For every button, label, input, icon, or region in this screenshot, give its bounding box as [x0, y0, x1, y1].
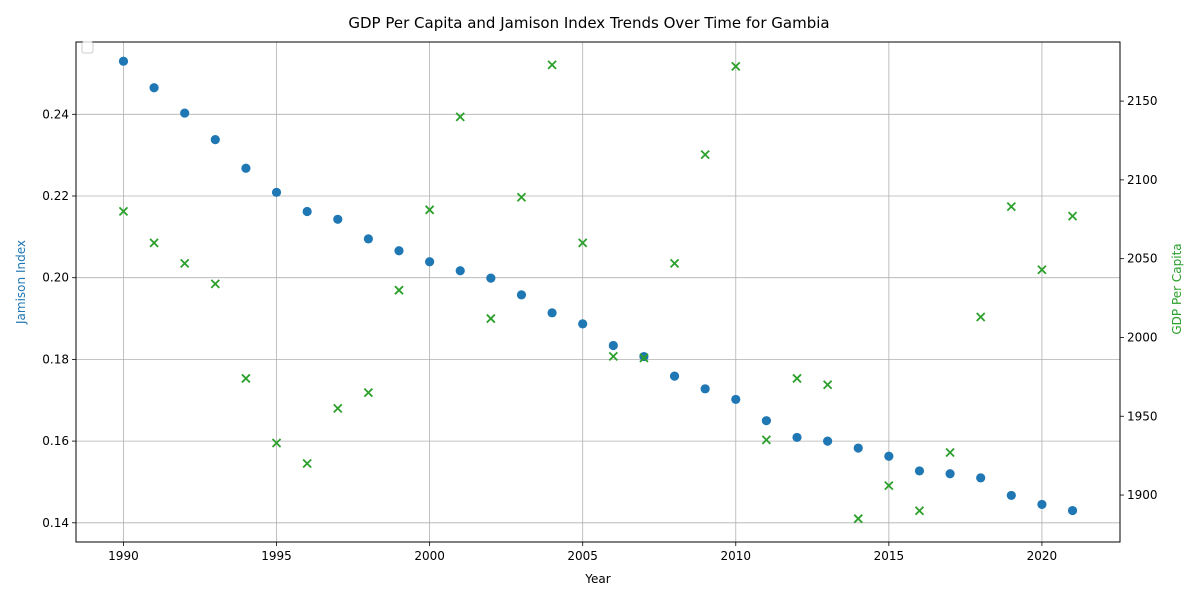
- gdp-per-capita-point: [1006, 202, 1016, 212]
- gdp-per-capita-point: [516, 192, 527, 202]
- jamison-index-point: [976, 473, 986, 483]
- left-y-tick-label: 0.16: [42, 434, 69, 448]
- gdp-per-capita-point: [1037, 265, 1047, 275]
- jamison-index-point: [1006, 490, 1016, 501]
- gdp-per-capita-point: [271, 438, 282, 448]
- gdp-per-capita-point: [394, 285, 404, 295]
- gdp-per-capita-point: [210, 279, 220, 289]
- gdp-per-capita-point: [302, 458, 312, 469]
- gdp-per-capita-point: [669, 258, 680, 269]
- jamison-index-point: [761, 416, 771, 426]
- jamison-index-point: [180, 108, 190, 118]
- left-y-tick-label: 0.18: [42, 352, 69, 366]
- jamison-index-point: [333, 214, 343, 224]
- jamison-index-point: [1067, 505, 1078, 516]
- gdp-per-capita-point: [822, 380, 833, 390]
- gdp-per-capita-point: [792, 373, 802, 384]
- jamison-index-point: [639, 351, 649, 362]
- jamison-index-point: [486, 273, 496, 283]
- x-axis-title: Year: [584, 572, 610, 586]
- x-tick-label: 2005: [567, 549, 598, 563]
- gdp-per-capita-point: [761, 435, 772, 445]
- grid-layer: [76, 42, 1120, 542]
- jamison-index-point: [700, 384, 710, 394]
- right-axis-title: GDP Per Capita: [1170, 243, 1184, 334]
- jamison-index-point: [731, 394, 741, 405]
- gdp-per-capita-point: [884, 480, 894, 491]
- gdp-per-capita-point: [578, 238, 588, 248]
- left-axis-title: Jamison Index: [14, 240, 28, 325]
- gdp-per-capita-point: [486, 313, 496, 324]
- right-y-tick-label: 2100: [1127, 173, 1158, 187]
- data-layer: [118, 56, 1078, 524]
- jamison-index-point: [302, 206, 312, 217]
- jamison-index-point: [792, 432, 802, 443]
- right-y-tick-label: 2050: [1127, 252, 1158, 266]
- gdp-per-capita-point: [455, 112, 465, 122]
- gdp-per-capita-point: [853, 514, 863, 524]
- gdp-per-capita-point: [731, 61, 741, 72]
- right-y-tick-label: 2000: [1127, 330, 1158, 344]
- axis-layer: 1990 1995 2000 2005 2010 2015 2020 0.14 0.16 0.18…: [42, 94, 1157, 563]
- gdp-per-capita-point: [700, 150, 710, 160]
- chart-title: GDP Per Capita and Jamison Index Trends …: [348, 14, 829, 32]
- left-y-tick-label: 0.20: [42, 271, 69, 285]
- jamison-index-point: [945, 469, 955, 479]
- gdp-per-capita-point: [424, 205, 435, 215]
- jamison-index-point: [578, 319, 588, 329]
- gdp-per-capita-point: [639, 353, 649, 363]
- x-tick-label: 2020: [1027, 549, 1058, 563]
- x-tick-label: 1995: [261, 549, 292, 563]
- gdp-per-capita-point: [241, 373, 251, 384]
- jamison-index-point: [149, 83, 159, 93]
- left-y-tick-label: 0.22: [42, 189, 69, 203]
- jamison-index-point: [241, 163, 251, 173]
- jamison-index-point: [608, 340, 618, 351]
- jamison-index-point: [853, 443, 863, 453]
- jamison-index-point: [455, 266, 465, 276]
- gdp-per-capita-point: [363, 387, 374, 398]
- x-tick-label: 2015: [874, 549, 905, 563]
- jamison-index-point: [516, 290, 527, 300]
- left-y-tick-label: 0.24: [42, 107, 69, 121]
- x-tick-label: 1990: [108, 549, 139, 563]
- jamison-index-point: [394, 246, 404, 256]
- jamison-index-point: [914, 466, 925, 476]
- jamison-index-point: [884, 451, 894, 461]
- gdp-per-capita-point: [547, 60, 557, 70]
- gdp-per-capita-point: [945, 447, 955, 458]
- gdp-per-capita-point: [608, 351, 618, 362]
- x-tick-label: 2000: [414, 549, 445, 563]
- gdp-per-capita-point: [180, 258, 190, 269]
- plot-frame: [75, 41, 1121, 543]
- jamison-index-point: [669, 371, 680, 381]
- left-y-tick-label: 0.14: [42, 516, 69, 530]
- jamison-index-point: [547, 308, 557, 318]
- legend-box: [81, 41, 94, 54]
- jamison-index-point: [271, 187, 282, 197]
- jamison-index-point: [363, 234, 373, 244]
- jamison-index-point: [1037, 499, 1047, 510]
- jamison-index-point: [823, 436, 833, 446]
- gdp-per-capita-point: [118, 206, 129, 217]
- gdp-per-capita-point: [1067, 211, 1078, 221]
- right-y-tick-label: 1900: [1127, 488, 1158, 502]
- gdp-per-capita-point: [333, 403, 343, 414]
- jamison-index-point: [425, 257, 435, 267]
- gdp-per-capita-point: [149, 238, 159, 248]
- gdp-per-capita-point: [976, 312, 986, 322]
- gdp-per-capita-point: [914, 506, 925, 516]
- jamison-index-point: [118, 56, 129, 66]
- right-y-tick-label: 1950: [1127, 409, 1158, 423]
- right-y-tick-label: 2150: [1127, 94, 1158, 108]
- jamison-index-point: [210, 135, 220, 145]
- x-tick-label: 2010: [720, 549, 751, 563]
